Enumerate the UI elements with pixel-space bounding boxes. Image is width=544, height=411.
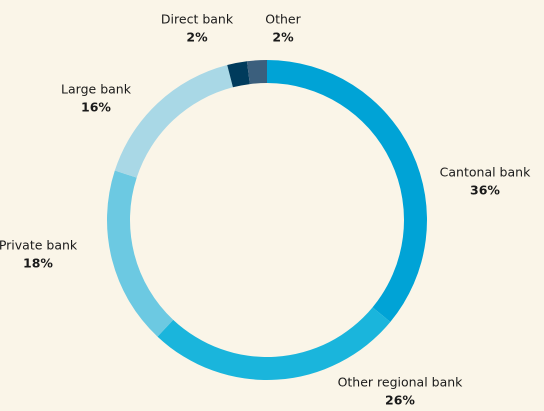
donut-slice xyxy=(107,170,174,337)
donut-slice xyxy=(157,307,391,380)
slice-label: Large bank xyxy=(61,82,132,97)
slice-label: Private bank xyxy=(0,238,78,253)
slice-label: Direct bank xyxy=(161,12,234,27)
slice-value: 26% xyxy=(385,393,415,408)
donut-slice xyxy=(114,65,233,178)
slice-label: Other xyxy=(265,12,301,27)
donut-slice xyxy=(227,61,250,88)
slice-label: Other regional bank xyxy=(338,375,464,390)
slice-label: Cantonal bank xyxy=(440,165,531,180)
donut-slice xyxy=(246,60,267,85)
donut-slice xyxy=(267,60,427,322)
slice-value: 36% xyxy=(470,183,500,198)
slice-value: 2% xyxy=(272,30,294,45)
slice-value: 18% xyxy=(23,256,53,271)
slice-value: 2% xyxy=(186,30,208,45)
slice-value: 16% xyxy=(81,100,111,115)
